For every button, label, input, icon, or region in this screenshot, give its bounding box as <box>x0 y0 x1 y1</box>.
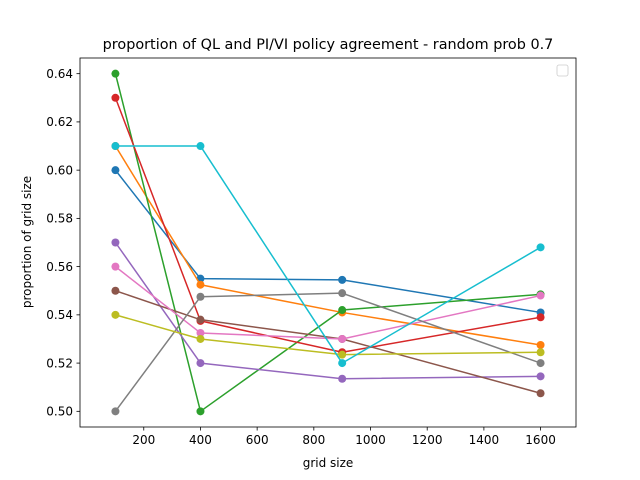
x-tick-label: 600 <box>246 433 269 447</box>
x-tick-label: 1200 <box>412 433 443 447</box>
series-1-line <box>114 169 541 314</box>
series-10-point <box>196 142 205 151</box>
series-8-line <box>114 292 541 412</box>
y-axis-label: proportion of grid size <box>20 176 34 308</box>
series-2-point <box>196 280 205 289</box>
y-tick-label: 0.64 <box>46 67 73 81</box>
series-1-point <box>111 166 120 175</box>
x-tick-label: 800 <box>302 433 325 447</box>
x-tick-label: 1400 <box>469 433 500 447</box>
series-9-point <box>111 310 120 319</box>
series-7-point <box>338 334 347 343</box>
series-5 <box>111 238 545 383</box>
series-8-point <box>536 359 545 368</box>
series-8-point <box>338 289 347 298</box>
series-10-point <box>536 243 545 252</box>
series-6-point <box>196 315 205 324</box>
series-2-point <box>536 341 545 349</box>
series-7-line <box>114 266 541 340</box>
series-7 <box>111 262 545 343</box>
series-9-point <box>338 350 347 359</box>
series-10-point <box>111 142 120 151</box>
x-tick-label: 1000 <box>355 433 386 447</box>
series-8-point <box>196 292 205 301</box>
series-5-point <box>536 372 545 381</box>
x-tick-label: 200 <box>132 433 155 447</box>
series-9-point <box>196 334 205 343</box>
legend-box <box>556 64 569 77</box>
series-1 <box>111 166 545 317</box>
series-3-point <box>196 407 205 416</box>
series-10-point <box>338 359 347 368</box>
axes-frame <box>79 57 577 428</box>
series-3-point <box>111 69 120 78</box>
series-5-line <box>114 242 541 380</box>
chart-title: proportion of QL and PI/VI policy agreem… <box>103 37 554 53</box>
series-5-point <box>338 374 347 383</box>
series-5-point <box>196 359 205 368</box>
series-5-point <box>111 238 120 247</box>
y-axis-ticks: 0.50 0.52 0.54 0.56 0.58 0.60 0.62 0.64 <box>46 67 80 419</box>
series-4-point <box>536 313 545 322</box>
series-9-point <box>536 348 545 357</box>
series-8-point <box>111 407 120 416</box>
series-6 <box>111 286 545 398</box>
y-tick-label: 0.60 <box>46 163 73 177</box>
x-axis-ticks: 200 400 600 800 1000 1200 1400 1600 <box>132 427 556 447</box>
series-6-point <box>111 286 120 295</box>
x-tick-label: 1600 <box>525 433 556 447</box>
y-tick-label: 0.50 <box>46 405 73 419</box>
series-6-line <box>115 290 541 394</box>
series-4-point <box>111 93 120 102</box>
series-1-point <box>338 275 347 284</box>
plot-area <box>111 69 545 416</box>
y-tick-label: 0.56 <box>46 260 73 274</box>
y-tick-label: 0.54 <box>46 308 73 322</box>
series-10 <box>111 142 545 368</box>
series-7-point <box>536 291 545 300</box>
y-tick-label: 0.52 <box>46 356 73 370</box>
series-7-point <box>196 328 205 337</box>
y-tick-label: 0.62 <box>46 115 73 129</box>
x-axis-label: grid size <box>303 456 354 470</box>
series-10-line <box>115 145 541 364</box>
series-7-point <box>111 262 120 271</box>
series-3-point <box>338 306 347 315</box>
y-tick-label: 0.58 <box>46 212 73 226</box>
series-3-line <box>114 73 541 413</box>
series-8 <box>111 289 545 416</box>
series-6-point <box>536 389 545 398</box>
x-tick-label: 400 <box>189 433 212 447</box>
series-9 <box>111 310 545 359</box>
series-9-line <box>115 314 541 356</box>
